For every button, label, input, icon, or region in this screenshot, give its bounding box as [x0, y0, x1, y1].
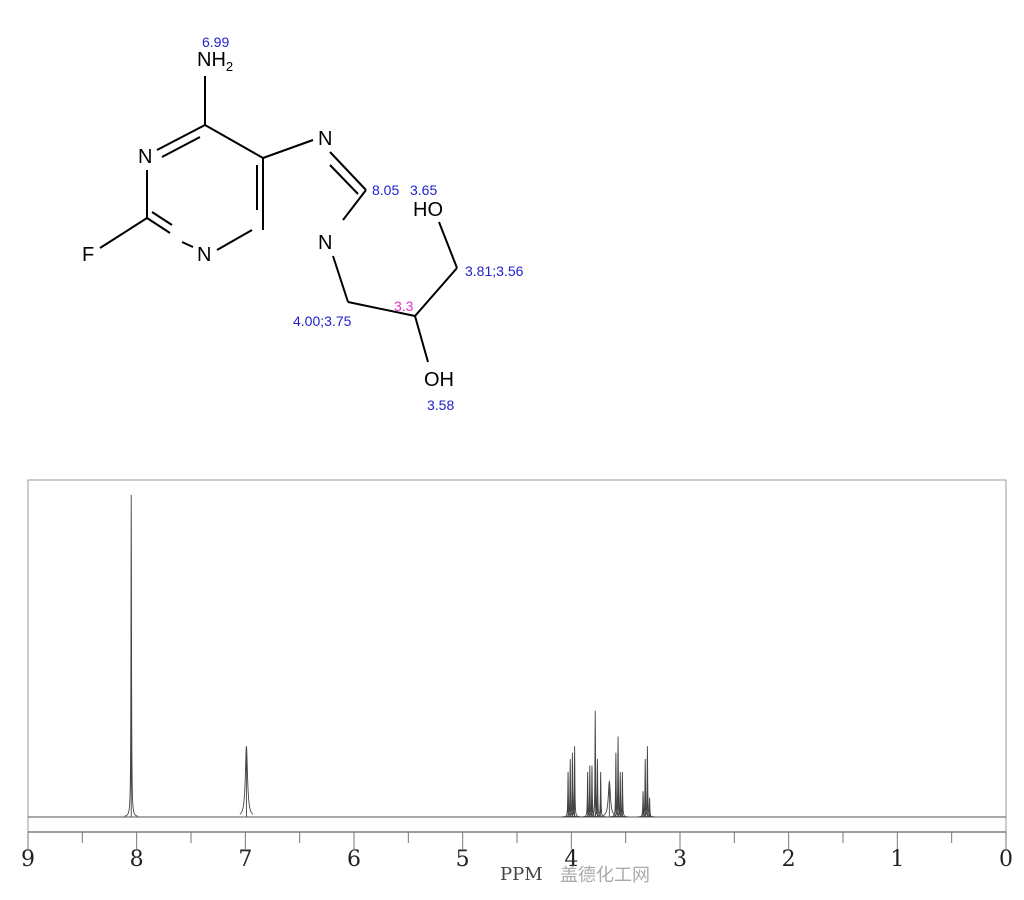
x-tick-label: 8: [130, 847, 144, 872]
x-tick-label: 9: [21, 847, 35, 872]
watermark: 盖德化工网: [560, 865, 650, 886]
peak-3.57: [611, 736, 625, 818]
shift-label-ch: 3.3: [394, 298, 414, 314]
peak-3.65: [602, 780, 617, 817]
x-tick-label: 1: [890, 847, 904, 872]
peak-4.01: [563, 759, 577, 818]
atom-n9: N: [318, 232, 332, 254]
peak-3.81: [585, 765, 599, 818]
x-axis-label: PPM: [500, 864, 543, 885]
peak-3.32: [638, 759, 652, 818]
shift-label-nh2: 6.99: [202, 34, 229, 50]
x-axis-ticks: 9 8 7 6 5 4 3 2 1 0: [21, 832, 1013, 872]
atom-oh-bottom: OH: [424, 369, 454, 391]
peak-3.53: [615, 771, 629, 818]
shift-label-oh-top: 3.65: [410, 182, 437, 198]
atom-n3: N: [138, 146, 152, 168]
peak-3.55: [613, 771, 627, 818]
peaks: [28, 494, 1006, 818]
peak-3.85: [581, 771, 595, 818]
peak-3.3: [640, 746, 654, 818]
peak-3.99: [565, 752, 579, 818]
x-tick-label: 0: [999, 847, 1013, 872]
atom-ho-top: HO: [413, 199, 443, 221]
plot-frame: [27, 479, 1007, 833]
x-tick-label: 6: [347, 847, 361, 872]
atom-nh2: NH2: [197, 49, 233, 74]
peak-3.59: [609, 752, 623, 818]
molecule-structure: NH2 N N F N N HO OH 6.99 8.05 3.65 3.81;…: [82, 34, 524, 413]
peak-3.78: [588, 710, 602, 818]
peak-3.34: [636, 791, 650, 818]
shift-label-ch2-n: 4.00;3.75: [293, 313, 352, 329]
peak-6.99: [239, 746, 254, 817]
peak-3.83: [583, 765, 597, 818]
peak-3.76: [590, 759, 604, 818]
peak-8.05: [124, 494, 138, 817]
atom-f: F: [82, 244, 94, 266]
x-tick-label: 3: [673, 847, 687, 872]
x-tick-label: 2: [782, 847, 796, 872]
peak-3.28: [643, 797, 657, 818]
peak-4.03: [561, 771, 575, 818]
x-tick-label: 5: [456, 847, 470, 872]
atom-n1: N: [197, 244, 211, 266]
peak-3.73: [594, 771, 608, 818]
x-tick-label: 7: [238, 847, 252, 872]
x-tick-label: 4: [564, 847, 578, 872]
atom-n7: N: [318, 128, 332, 150]
shift-label-c8: 8.05: [372, 182, 399, 198]
bonds: [99, 76, 458, 363]
shift-label-ch2-oh: 3.81;3.56: [465, 263, 524, 279]
shift-label-oh-bottom: 3.58: [427, 397, 454, 413]
peak-3.97: [568, 746, 582, 818]
